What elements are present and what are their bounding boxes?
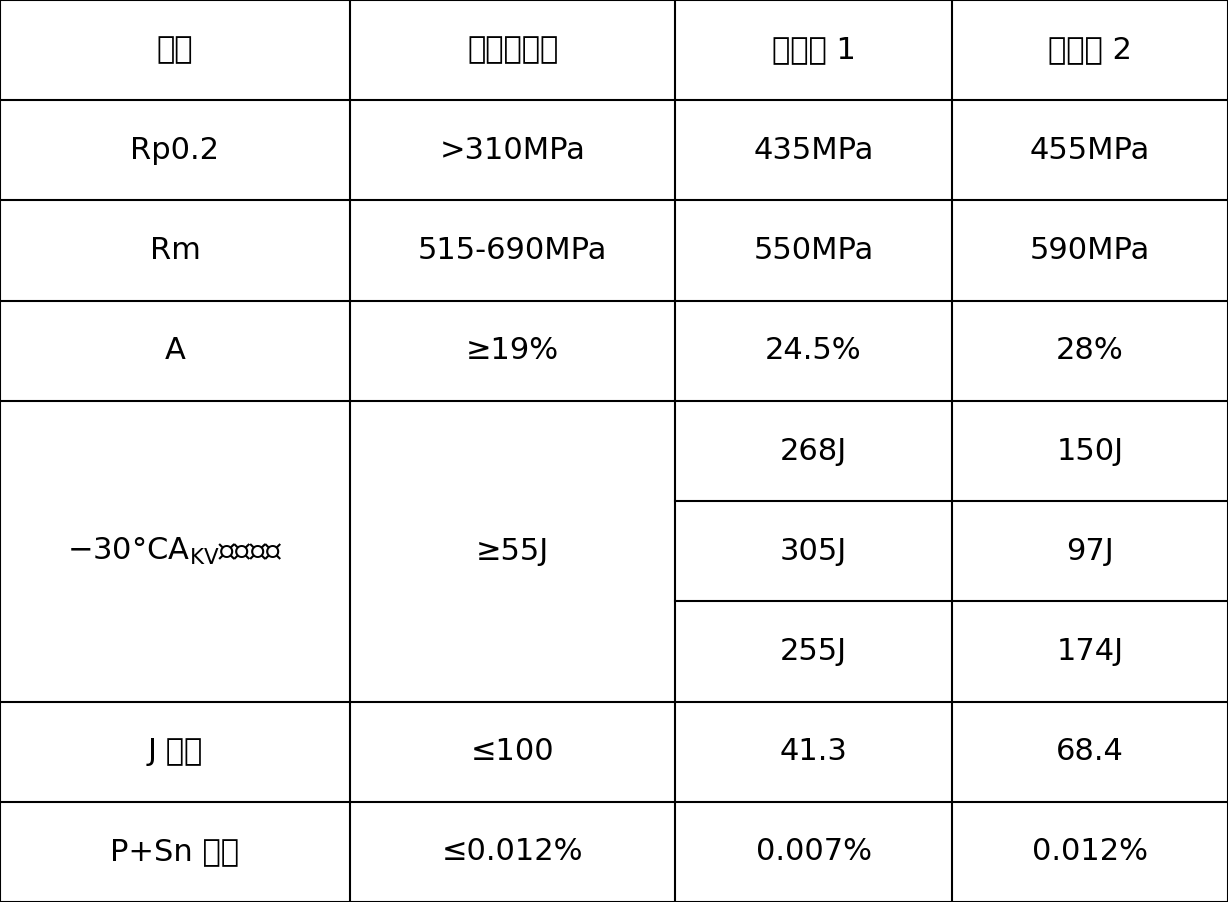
Text: ≥55J: ≥55J [476,537,549,566]
Text: 97J: 97J [1066,537,1114,566]
Text: 268J: 268J [780,437,847,465]
Text: 标准要求値: 标准要求値 [467,35,559,65]
Text: 68.4: 68.4 [1056,737,1124,766]
Text: 28%: 28% [1056,336,1124,365]
Text: 0.012%: 0.012% [1032,837,1148,867]
Text: 550MPa: 550MPa [754,236,873,265]
Text: Rp0.2: Rp0.2 [130,136,220,165]
Text: 255J: 255J [780,637,847,666]
Text: $-30°\mathrm{CA_{KV}}$（横向）: $-30°\mathrm{CA_{KV}}$（横向） [68,536,282,566]
Text: 41.3: 41.3 [780,737,847,766]
Text: 174J: 174J [1056,637,1124,666]
Text: 305J: 305J [780,537,847,566]
Text: Rm: Rm [150,236,200,265]
Text: >310MPa: >310MPa [440,136,586,165]
Text: 150J: 150J [1056,437,1124,465]
Text: ≤100: ≤100 [470,737,555,766]
Text: A: A [165,336,185,365]
Text: 24.5%: 24.5% [765,336,862,365]
Text: 项目: 项目 [157,35,193,65]
Text: ≥19%: ≥19% [467,336,559,365]
Text: 515-690MPa: 515-690MPa [418,236,608,265]
Text: 实施例 2: 实施例 2 [1047,35,1132,65]
Text: 实施例 1: 实施例 1 [771,35,856,65]
Text: ≤0.012%: ≤0.012% [442,837,583,867]
Text: 435MPa: 435MPa [753,136,874,165]
Text: 0.007%: 0.007% [755,837,872,867]
Text: J 系数: J 系数 [147,737,203,766]
Text: 455MPa: 455MPa [1030,136,1149,165]
Text: 590MPa: 590MPa [1030,236,1149,265]
Text: P+Sn 含量: P+Sn 含量 [111,837,239,867]
